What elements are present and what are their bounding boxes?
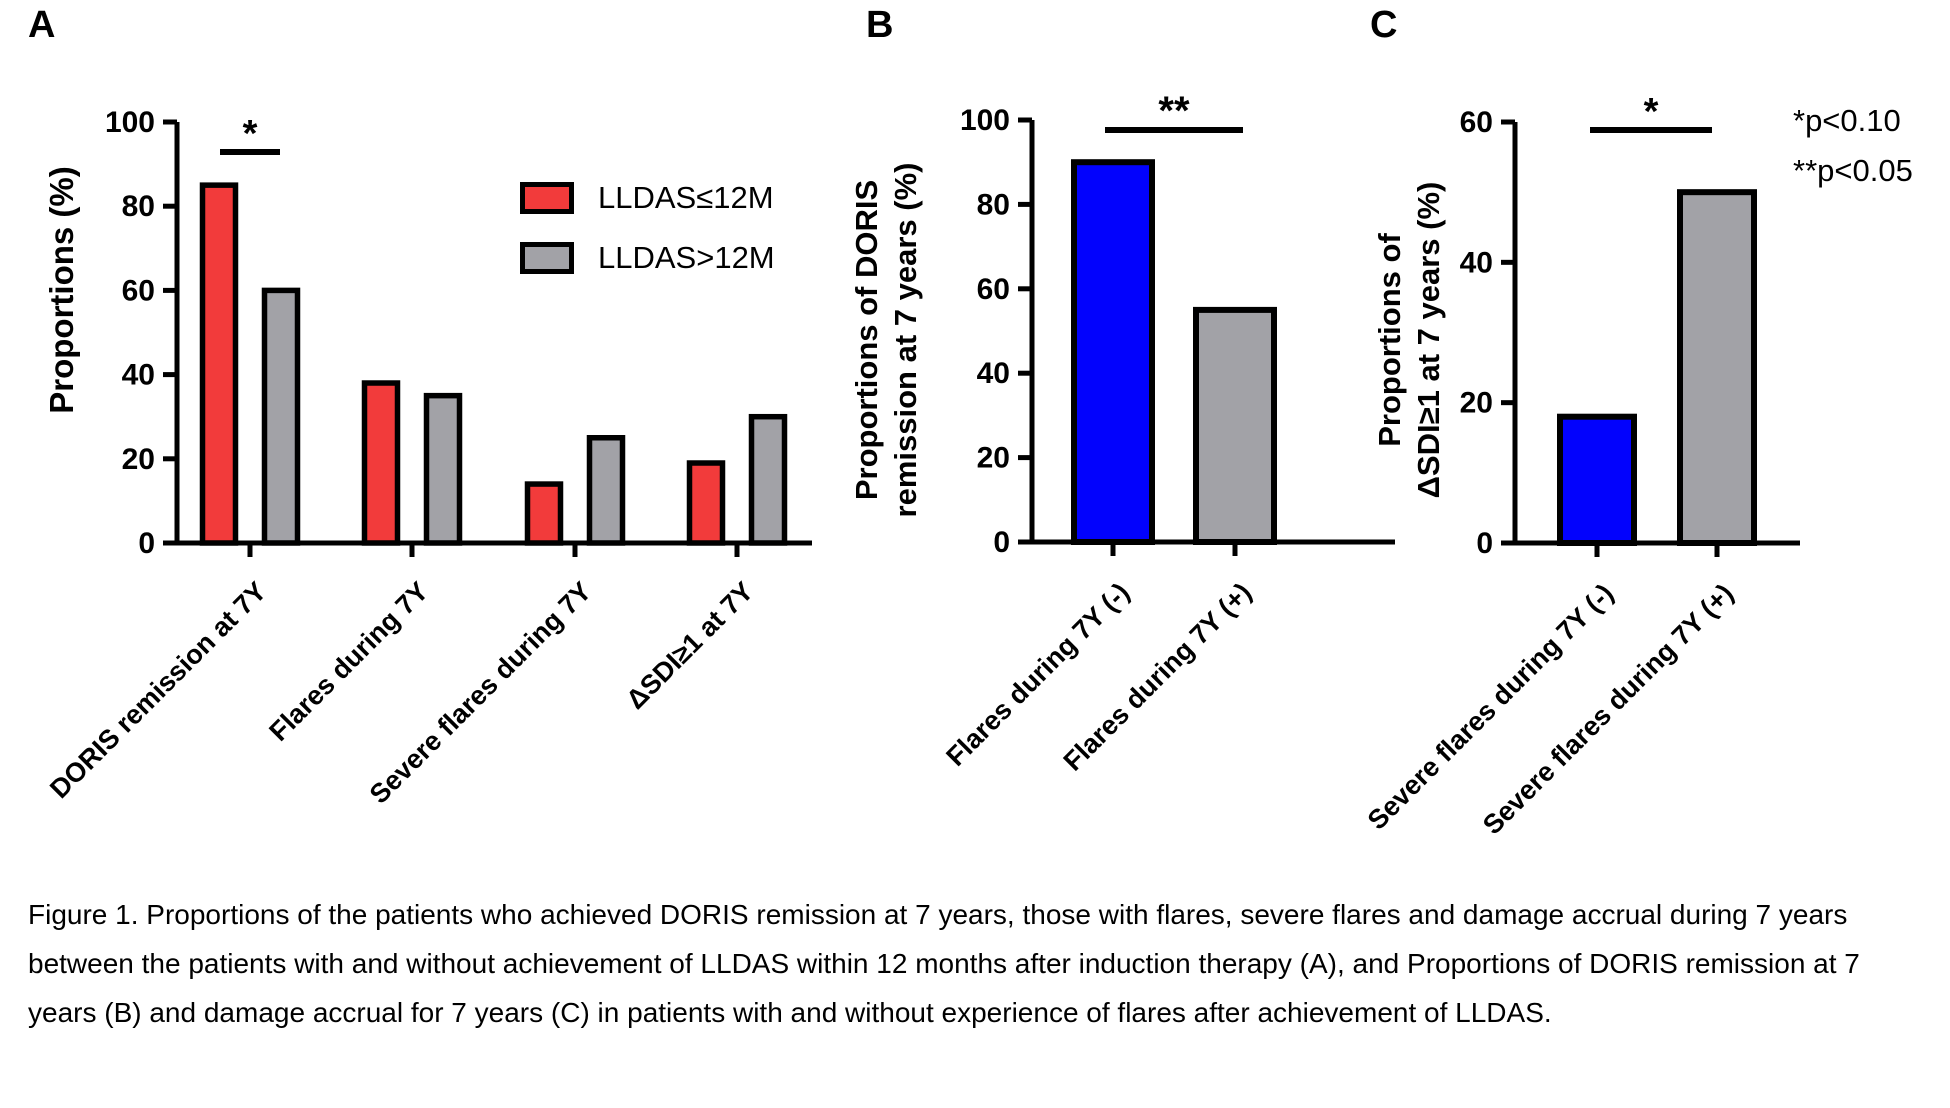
p-value-notes: *p<0.10 **p<0.05	[1793, 96, 1913, 196]
bar	[1193, 306, 1277, 545]
y-tick-label: 40	[1460, 246, 1493, 279]
x-category-label: Severe flares during 7Y (-)	[1362, 578, 1619, 835]
figure-caption: Figure 1. Proportions of the patients wh…	[28, 899, 1860, 1028]
panel-label-c: C	[1370, 4, 1398, 46]
chart-panel-c: 0 20 40 60 Proportions of ΔSDI≥1 at 7 years (…	[1340, 0, 1950, 885]
bar-chart-c: 0 20 40 60 Proportions of ΔSDI≥1 at 7 years (…	[1362, 91, 1800, 840]
bar	[686, 460, 726, 546]
y-tick-label: 100	[960, 104, 1010, 137]
bar	[1557, 413, 1637, 547]
bar	[748, 413, 788, 546]
significance-asterisk: **	[1158, 89, 1190, 133]
legend-label: LLDAS≤12M	[598, 180, 774, 215]
bar	[199, 182, 239, 546]
y-tick-label: 20	[977, 442, 1010, 475]
y-tick-label: 20	[122, 443, 155, 476]
legend-item-lldas-le-12m: LLDAS≤12M	[520, 180, 775, 216]
p-note-single-asterisk: *p<0.10	[1793, 103, 1901, 138]
y-tick-label: 0	[138, 527, 155, 560]
panel-label-b: B	[866, 4, 894, 46]
y-tick-label: 0	[1476, 527, 1493, 560]
legend-label: LLDAS>12M	[598, 240, 775, 275]
x-category-label: Flares during 7Y	[263, 576, 434, 747]
bar-chart-a: 0 20 40 60 80 100 Proportions (%) DORIS remissi…	[43, 106, 812, 809]
y-tick-label: 20	[1460, 387, 1493, 420]
legend-item-lldas-gt-12m: LLDAS>12M	[520, 240, 775, 276]
x-category-label: DORIS remission at 7Y	[44, 576, 272, 804]
y-tick-label: 60	[977, 273, 1010, 306]
legend-swatch-red	[520, 182, 574, 214]
p-note-double-asterisk: **p<0.05	[1793, 153, 1913, 188]
y-axis-title: Proportions of	[1372, 233, 1407, 447]
bar	[423, 392, 463, 546]
bar	[361, 380, 401, 546]
bar	[1677, 189, 1757, 547]
panel-label-a: A	[28, 4, 56, 46]
y-tick-label: 80	[977, 188, 1010, 221]
bar	[586, 435, 626, 546]
chart-panel-a: 0 20 40 60 80 100 Proportions (%) DORIS remissi…	[0, 0, 850, 885]
bar	[1071, 159, 1155, 545]
y-tick-label: 60	[122, 274, 155, 307]
legend-swatch-gray	[520, 242, 574, 274]
chart-panel-b: 0 20 40 60 80 100 Proportions of DORIS remissio…	[850, 0, 1410, 885]
y-axis-title: Proportions (%)	[43, 166, 80, 413]
legend: LLDAS≤12M LLDAS>12M	[520, 180, 775, 276]
y-tick-label: 40	[122, 359, 155, 392]
bar	[524, 481, 564, 546]
y-axis-title: ΔSDI≥1 at 7 years (%)	[1411, 182, 1446, 499]
x-category-label: Severe flares during 7Y (+)	[1477, 578, 1739, 840]
y-tick-label: 0	[993, 526, 1010, 559]
bar	[261, 287, 301, 546]
y-tick-label: 80	[122, 190, 155, 223]
y-axis-title: remission at 7 years (%)	[888, 163, 923, 518]
x-category-label: ΔSDI≥1 at 7Y	[620, 576, 759, 715]
y-tick-label: 60	[1460, 106, 1493, 139]
significance-asterisk: *	[243, 113, 258, 155]
y-tick-label: 40	[977, 357, 1010, 390]
bar-chart-b: 0 20 40 60 80 100 Proportions of DORIS remissio…	[850, 89, 1395, 777]
y-axis-title: Proportions of DORIS	[850, 180, 884, 500]
y-tick-label: 100	[105, 106, 155, 139]
significance-asterisk: *	[1644, 91, 1659, 133]
